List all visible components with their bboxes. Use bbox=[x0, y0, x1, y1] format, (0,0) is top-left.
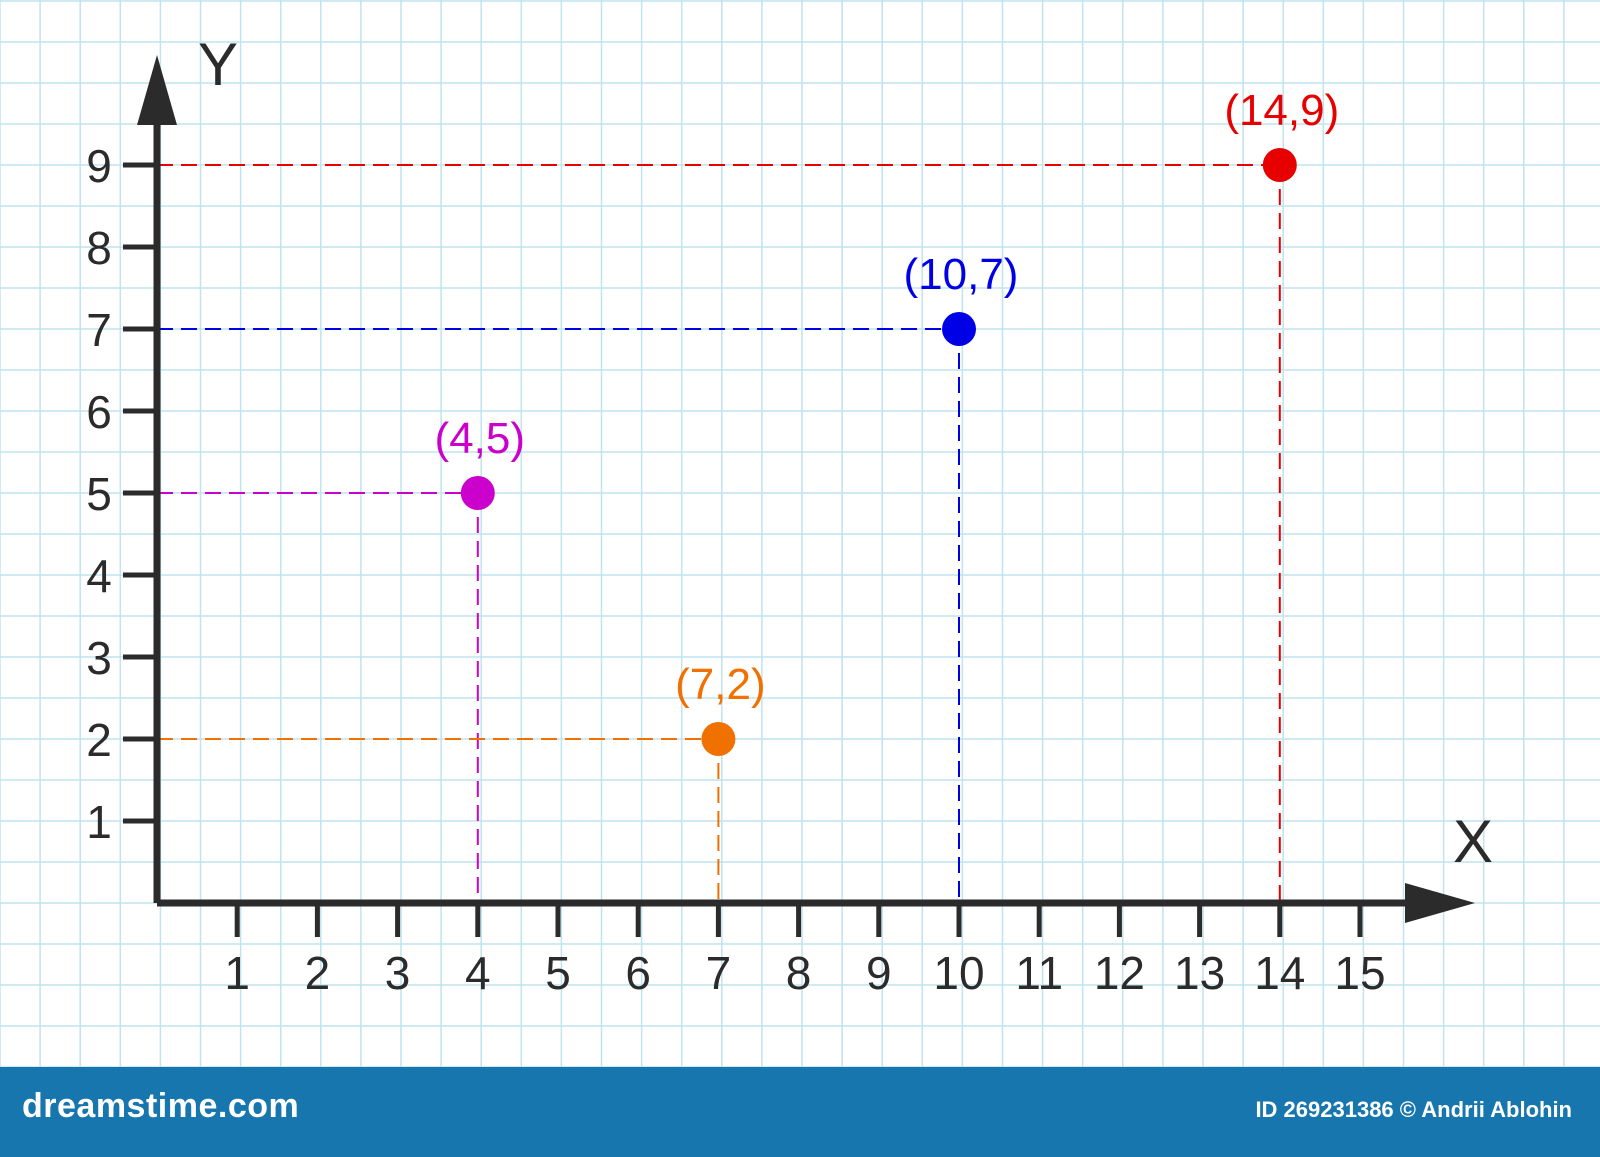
data-point bbox=[1262, 148, 1297, 182]
data-point bbox=[942, 312, 976, 346]
x-axis-title: X bbox=[1453, 808, 1493, 875]
x-tick-label: 13 bbox=[1174, 947, 1225, 999]
y-tick-label: 6 bbox=[86, 386, 112, 438]
y-tick-label: 1 bbox=[86, 796, 112, 848]
data-point-label: (14,9) bbox=[1224, 86, 1339, 135]
x-tick-label: 15 bbox=[1334, 947, 1385, 999]
image-credit: ID 269231386 © Andrii Ablohin bbox=[1255, 1097, 1572, 1122]
data-points: (4,5) (7,2) (10,7) (14,9) bbox=[435, 86, 1339, 756]
y-tick-label: 3 bbox=[86, 632, 112, 684]
x-tick-label: 8 bbox=[786, 947, 812, 999]
x-tick-label: 2 bbox=[305, 947, 331, 999]
x-tick-label: 9 bbox=[866, 947, 892, 999]
x-tick-label: 5 bbox=[545, 947, 571, 999]
x-tick-label: 3 bbox=[385, 947, 411, 999]
data-point bbox=[460, 476, 495, 510]
projection-lines bbox=[157, 164, 1281, 903]
x-axis-arrow bbox=[1405, 883, 1475, 923]
data-point bbox=[701, 722, 736, 756]
x-tick-label: 12 bbox=[1094, 947, 1145, 999]
y-tick-label: 5 bbox=[86, 468, 112, 520]
y-tick-label: 9 bbox=[86, 140, 112, 192]
y-axis-title: Y bbox=[198, 31, 238, 98]
grid bbox=[0, 0, 1600, 1067]
data-point-label: (7,2) bbox=[675, 660, 765, 709]
data-point-label: (4,5) bbox=[435, 414, 525, 463]
data-point-label: (10,7) bbox=[904, 250, 1019, 299]
x-tick-label: 4 bbox=[465, 947, 491, 999]
x-tick-label: 6 bbox=[625, 947, 651, 999]
x-tick-label: 10 bbox=[933, 947, 984, 999]
brand-name: dreamstime.com bbox=[22, 1087, 300, 1125]
x-tick-label: 1 bbox=[224, 947, 250, 999]
watermark-footer: dreamstime.com ID 269231386 © Andrii Abl… bbox=[0, 1067, 1600, 1157]
y-axis-arrow bbox=[137, 55, 177, 125]
y-tick-label: 4 bbox=[86, 550, 112, 602]
x-tick-label: 14 bbox=[1254, 947, 1305, 999]
y-tick-label: 8 bbox=[86, 222, 112, 274]
y-tick-label: 7 bbox=[86, 304, 112, 356]
x-tick-label: 11 bbox=[1015, 947, 1063, 999]
y-tick-label: 2 bbox=[86, 714, 112, 766]
axes bbox=[137, 55, 1475, 923]
x-tick-label: 7 bbox=[706, 947, 732, 999]
